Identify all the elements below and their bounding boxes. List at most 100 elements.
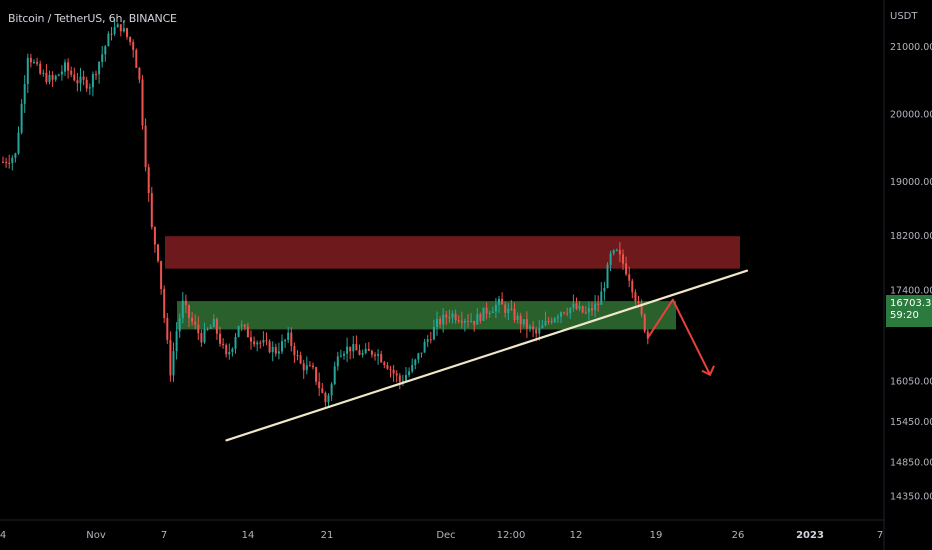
candle-body xyxy=(169,339,172,376)
candle-body xyxy=(126,28,128,37)
candle-body xyxy=(467,320,469,322)
candle-body xyxy=(380,354,383,363)
candle-countdown: 59:20 xyxy=(890,310,919,321)
candle-body xyxy=(29,57,32,63)
time-tick-label: 19 xyxy=(650,530,663,541)
candle-body xyxy=(299,355,302,364)
candle-body xyxy=(377,354,380,356)
candle-body xyxy=(420,352,423,354)
time-tick-label: 14 xyxy=(242,530,255,541)
candle-body xyxy=(594,303,597,311)
candle-body xyxy=(367,348,370,351)
candle-body xyxy=(398,375,401,382)
candle-body xyxy=(544,320,547,326)
candle-body xyxy=(563,312,566,314)
candle-body xyxy=(572,303,575,308)
candle-body xyxy=(57,74,60,76)
candle-body xyxy=(212,319,215,328)
candle-body xyxy=(2,161,4,163)
candle-body xyxy=(640,302,643,315)
candle-body xyxy=(14,153,17,158)
candle-body xyxy=(318,381,321,389)
candle-body xyxy=(101,54,104,63)
candle-body xyxy=(324,392,327,403)
candle-body xyxy=(91,74,94,88)
price-tick-label: 21000.00 xyxy=(890,42,932,53)
candle-body xyxy=(423,341,426,353)
candle-body xyxy=(246,326,249,338)
candle-body xyxy=(305,365,308,371)
candle-body xyxy=(553,318,556,322)
candle-body xyxy=(132,42,135,50)
candle-body xyxy=(336,356,339,367)
candle-body xyxy=(153,227,156,245)
candle-body xyxy=(547,320,550,322)
candle-body xyxy=(51,74,54,80)
price-tick-label: 19000.00 xyxy=(890,177,932,188)
candle-body xyxy=(569,307,572,314)
candle-body xyxy=(178,318,181,332)
candle-body xyxy=(262,340,265,343)
candle-body xyxy=(414,359,417,365)
candle-body xyxy=(231,348,234,352)
candle-body xyxy=(581,306,584,313)
candle-body xyxy=(615,249,618,251)
candle-body xyxy=(163,289,166,318)
candle-body xyxy=(622,254,624,264)
symbol-title[interactable]: Bitcoin / TetherUS, 6h, BINANCE xyxy=(8,12,177,25)
time-axis[interactable]: 4 Nov 7 14 21 Dec 12:00 12 19 26 2023 7 xyxy=(0,530,883,541)
candle-body xyxy=(160,260,163,290)
candle-body xyxy=(643,314,646,332)
candle-body xyxy=(389,368,392,370)
candle-body xyxy=(333,366,336,385)
candle-body xyxy=(417,353,420,360)
price-axis-unit: USDT xyxy=(890,11,918,22)
time-tick-label: 7 xyxy=(161,530,167,541)
candle-body xyxy=(265,340,268,342)
candle-body xyxy=(17,132,20,154)
candle-body xyxy=(79,76,82,84)
candle-body xyxy=(82,76,85,80)
candle-body xyxy=(479,314,482,321)
candle-body xyxy=(631,280,634,293)
resistance-zone xyxy=(165,236,740,269)
candle-body xyxy=(256,342,259,345)
candle-body xyxy=(200,333,203,343)
candle-body xyxy=(321,388,324,393)
time-tick-label: 21 xyxy=(321,530,334,541)
candle-body xyxy=(225,344,228,355)
time-tick-label: 2023 xyxy=(796,530,824,541)
price-axis[interactable]: 21000.00 20000.00 19000.00 18200.00 17400.00… xyxy=(890,42,932,502)
candle-body xyxy=(23,83,26,104)
projection-arrowhead xyxy=(701,365,715,377)
time-tick-label: 12:00 xyxy=(497,530,526,541)
time-tick-label: 4 xyxy=(0,530,6,541)
candle-body xyxy=(150,193,153,228)
price-tick-label: 14850.00 xyxy=(890,458,932,469)
candle-body xyxy=(470,320,473,322)
candle-body xyxy=(191,317,194,322)
candle-body xyxy=(98,62,101,75)
candle-body xyxy=(606,264,609,288)
candles-layer xyxy=(2,19,649,408)
candle-body xyxy=(498,298,500,305)
candle-body xyxy=(36,62,39,64)
candle-body xyxy=(138,67,141,80)
zones-layer xyxy=(165,236,740,330)
candle-body xyxy=(566,313,569,315)
candle-body xyxy=(181,300,184,319)
candle-body xyxy=(110,33,113,35)
time-tick-label: 12 xyxy=(570,530,583,541)
candle-body xyxy=(287,332,290,341)
price-tick-label: 16050.00 xyxy=(890,376,932,387)
candle-body xyxy=(485,307,488,314)
candle-body xyxy=(501,298,504,305)
candle-body xyxy=(609,253,612,265)
candle-body xyxy=(488,312,491,314)
candle-body xyxy=(175,331,178,352)
candle-body xyxy=(296,355,299,357)
drawings-layer xyxy=(225,269,749,442)
candle-body xyxy=(197,324,200,334)
